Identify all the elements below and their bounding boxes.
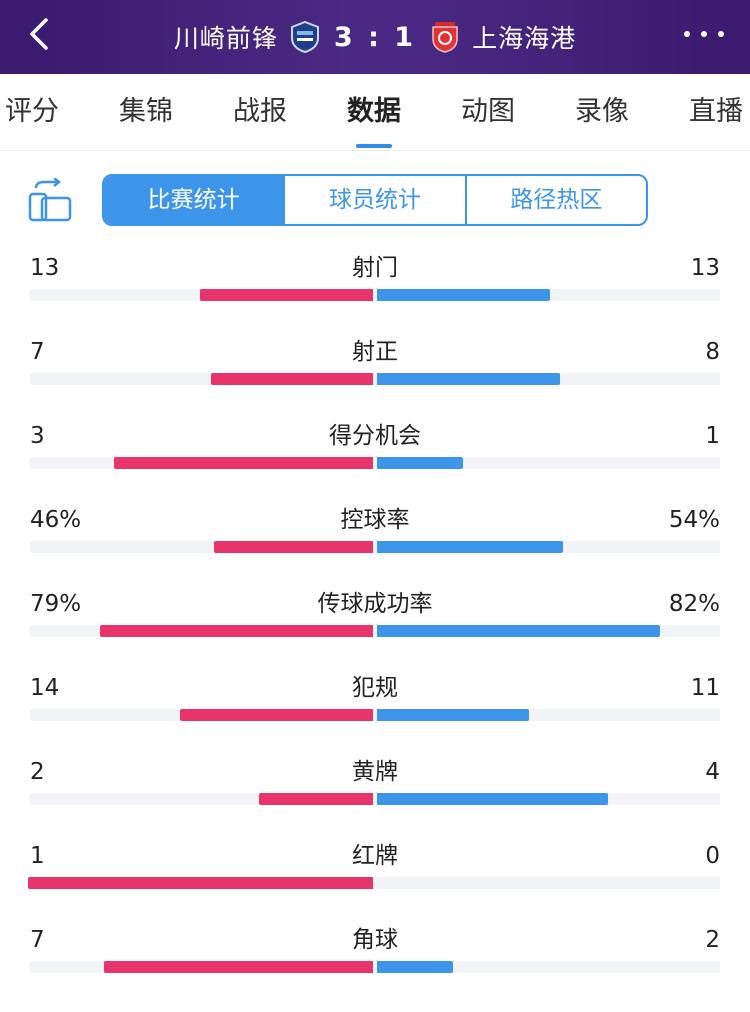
- away-stat-bar: [377, 709, 529, 721]
- tab-live[interactable]: 直播: [689, 96, 743, 127]
- stat-row: 7 射正 8: [0, 337, 750, 421]
- tab-bar: 评分 集锦 战报 数据 动图 录像 直播: [0, 74, 750, 151]
- segment-player-stats[interactable]: 球员统计: [283, 176, 464, 224]
- stat-row: 13 射门 13: [0, 253, 750, 337]
- segment-heat-map[interactable]: 路径热区: [464, 176, 646, 224]
- back-arrow-icon[interactable]: [22, 14, 62, 54]
- stat-row: 79% 传球成功率 82%: [0, 589, 750, 673]
- home-stat-bar: [214, 541, 373, 553]
- home-stat-bar: [100, 625, 373, 637]
- stat-bar-track: [30, 289, 720, 301]
- away-stat-value: 11: [690, 675, 720, 701]
- home-stat-bar: [180, 709, 373, 721]
- home-stat-value: 3: [30, 423, 45, 449]
- home-stat-bar: [28, 877, 373, 889]
- away-stat-bar: [377, 373, 560, 385]
- away-stat-bar: [377, 289, 550, 301]
- away-stat-value: 54%: [668, 507, 720, 533]
- stat-bar-track: [30, 373, 720, 385]
- home-team-name: 川崎前锋: [173, 24, 278, 53]
- tab-data[interactable]: 数据: [347, 96, 401, 127]
- tab-highlights[interactable]: 集锦: [119, 96, 173, 127]
- home-stat-value: 46%: [30, 507, 82, 533]
- home-stat-bar: [114, 457, 373, 469]
- stat-label: 射门: [352, 255, 398, 281]
- away-stat-value: 2: [705, 927, 720, 953]
- home-stat-value: 14: [30, 675, 60, 701]
- away-stat-bar: [377, 457, 463, 469]
- stat-label: 射正: [352, 339, 398, 365]
- home-stat-bar: [104, 961, 373, 973]
- stat-label: 角球: [352, 927, 398, 953]
- away-stat-bar: [377, 625, 660, 637]
- stat-bar-track: [30, 541, 720, 553]
- stat-bar-track: [30, 625, 720, 637]
- more-icon[interactable]: [684, 24, 724, 44]
- stats-segment-control: 比赛统计 球员统计 路径热区: [102, 174, 648, 226]
- home-stat-value: 13: [30, 255, 60, 281]
- stat-bar-track: [28, 877, 720, 889]
- away-stat-value: 1: [705, 423, 720, 449]
- away-stat-bar: [377, 541, 563, 553]
- rotate-screen-icon[interactable]: [28, 178, 74, 224]
- stat-bar-track: [30, 457, 720, 469]
- home-stat-value: 2: [30, 759, 45, 785]
- active-tab-indicator: [356, 144, 392, 148]
- tab-replay[interactable]: 录像: [575, 96, 629, 127]
- match-title: 川崎前锋 3 : 1 上海海港: [0, 0, 750, 74]
- away-stat-bar: [377, 793, 608, 805]
- stat-row: 1 红牌 0: [0, 841, 750, 925]
- away-stat-value: 0: [705, 843, 720, 869]
- stat-label: 黄牌: [352, 759, 398, 785]
- stat-row: 14 犯规 11: [0, 673, 750, 757]
- home-stat-bar: [259, 793, 373, 805]
- stat-bar-track: [30, 961, 720, 973]
- stat-label: 犯规: [352, 675, 398, 701]
- tab-gifs[interactable]: 动图: [461, 96, 515, 127]
- away-stat-value: 8: [705, 339, 720, 365]
- home-stat-value: 7: [30, 339, 45, 365]
- tab-report[interactable]: 战报: [233, 96, 287, 127]
- tab-rating[interactable]: 评分: [5, 96, 59, 127]
- home-stat-bar: [211, 373, 373, 385]
- stat-row: 3 得分机会 1: [0, 421, 750, 505]
- home-stat-value: 7: [30, 927, 45, 953]
- home-team-badge-icon: [290, 20, 319, 54]
- match-score: 3 : 1: [333, 21, 417, 53]
- stat-bar-track: [30, 709, 720, 721]
- stat-label: 红牌: [352, 843, 398, 869]
- stat-row: 2 黄牌 4: [0, 757, 750, 841]
- stat-label: 控球率: [340, 507, 410, 533]
- stat-label: 得分机会: [329, 423, 421, 449]
- match-header: 川崎前锋 3 : 1 上海海港: [0, 0, 750, 74]
- away-stat-bar: [377, 961, 453, 973]
- stat-label: 传球成功率: [317, 591, 433, 617]
- away-team-name: 上海海港: [472, 24, 577, 53]
- away-team-badge-icon: [432, 22, 458, 53]
- stat-row: 46% 控球率 54%: [0, 505, 750, 589]
- away-stat-value: 82%: [668, 591, 720, 617]
- away-stat-value: 4: [705, 759, 720, 785]
- home-stat-bar: [200, 289, 373, 301]
- stat-bar-track: [30, 793, 720, 805]
- segment-match-stats[interactable]: 比赛统计: [104, 176, 284, 224]
- home-stat-value: 79%: [30, 591, 82, 617]
- away-stat-value: 13: [690, 255, 720, 281]
- stat-row: 7 角球 2: [0, 925, 750, 1009]
- home-stat-value: 1: [30, 843, 45, 869]
